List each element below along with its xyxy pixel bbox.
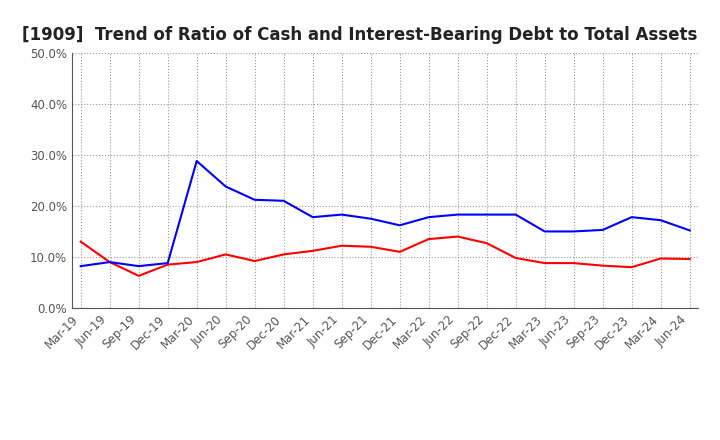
Interest-Bearing Debt [598, 227, 607, 233]
Interest-Bearing Debt [279, 198, 288, 203]
Cash [627, 264, 636, 270]
Interest-Bearing Debt [570, 229, 578, 234]
Cash [541, 260, 549, 266]
Cash [279, 252, 288, 257]
Cash [221, 252, 230, 257]
Interest-Bearing Debt [221, 184, 230, 189]
Text: [1909]  Trend of Ratio of Cash and Interest-Bearing Debt to Total Assets: [1909] Trend of Ratio of Cash and Intere… [22, 26, 698, 44]
Interest-Bearing Debt [163, 260, 172, 266]
Cash [454, 234, 462, 239]
Cash [685, 257, 694, 262]
Legend: Cash, Interest-Bearing Debt: Cash, Interest-Bearing Debt [231, 437, 539, 440]
Interest-Bearing Debt [251, 197, 259, 202]
Cash [105, 260, 114, 265]
Interest-Bearing Debt [338, 212, 346, 217]
Line: Cash: Cash [81, 237, 690, 276]
Cash [251, 258, 259, 264]
Cash [76, 239, 85, 244]
Cash [338, 243, 346, 248]
Interest-Bearing Debt [395, 223, 404, 228]
Cash [511, 255, 520, 260]
Cash [163, 262, 172, 267]
Cash [424, 236, 433, 242]
Interest-Bearing Debt [308, 215, 317, 220]
Cash [570, 260, 578, 266]
Interest-Bearing Debt [76, 264, 85, 269]
Interest-Bearing Debt [482, 212, 491, 217]
Interest-Bearing Debt [657, 217, 665, 223]
Interest-Bearing Debt [192, 158, 201, 164]
Cash [192, 260, 201, 265]
Interest-Bearing Debt [511, 212, 520, 217]
Interest-Bearing Debt [366, 216, 375, 221]
Interest-Bearing Debt [424, 215, 433, 220]
Interest-Bearing Debt [105, 260, 114, 265]
Interest-Bearing Debt [627, 215, 636, 220]
Cash [366, 244, 375, 249]
Cash [395, 249, 404, 254]
Cash [482, 241, 491, 246]
Cash [598, 263, 607, 268]
Line: Interest-Bearing Debt: Interest-Bearing Debt [81, 161, 690, 266]
Interest-Bearing Debt [454, 212, 462, 217]
Interest-Bearing Debt [135, 264, 143, 269]
Interest-Bearing Debt [685, 228, 694, 233]
Cash [135, 273, 143, 279]
Interest-Bearing Debt [541, 229, 549, 234]
Cash [657, 256, 665, 261]
Cash [308, 248, 317, 253]
